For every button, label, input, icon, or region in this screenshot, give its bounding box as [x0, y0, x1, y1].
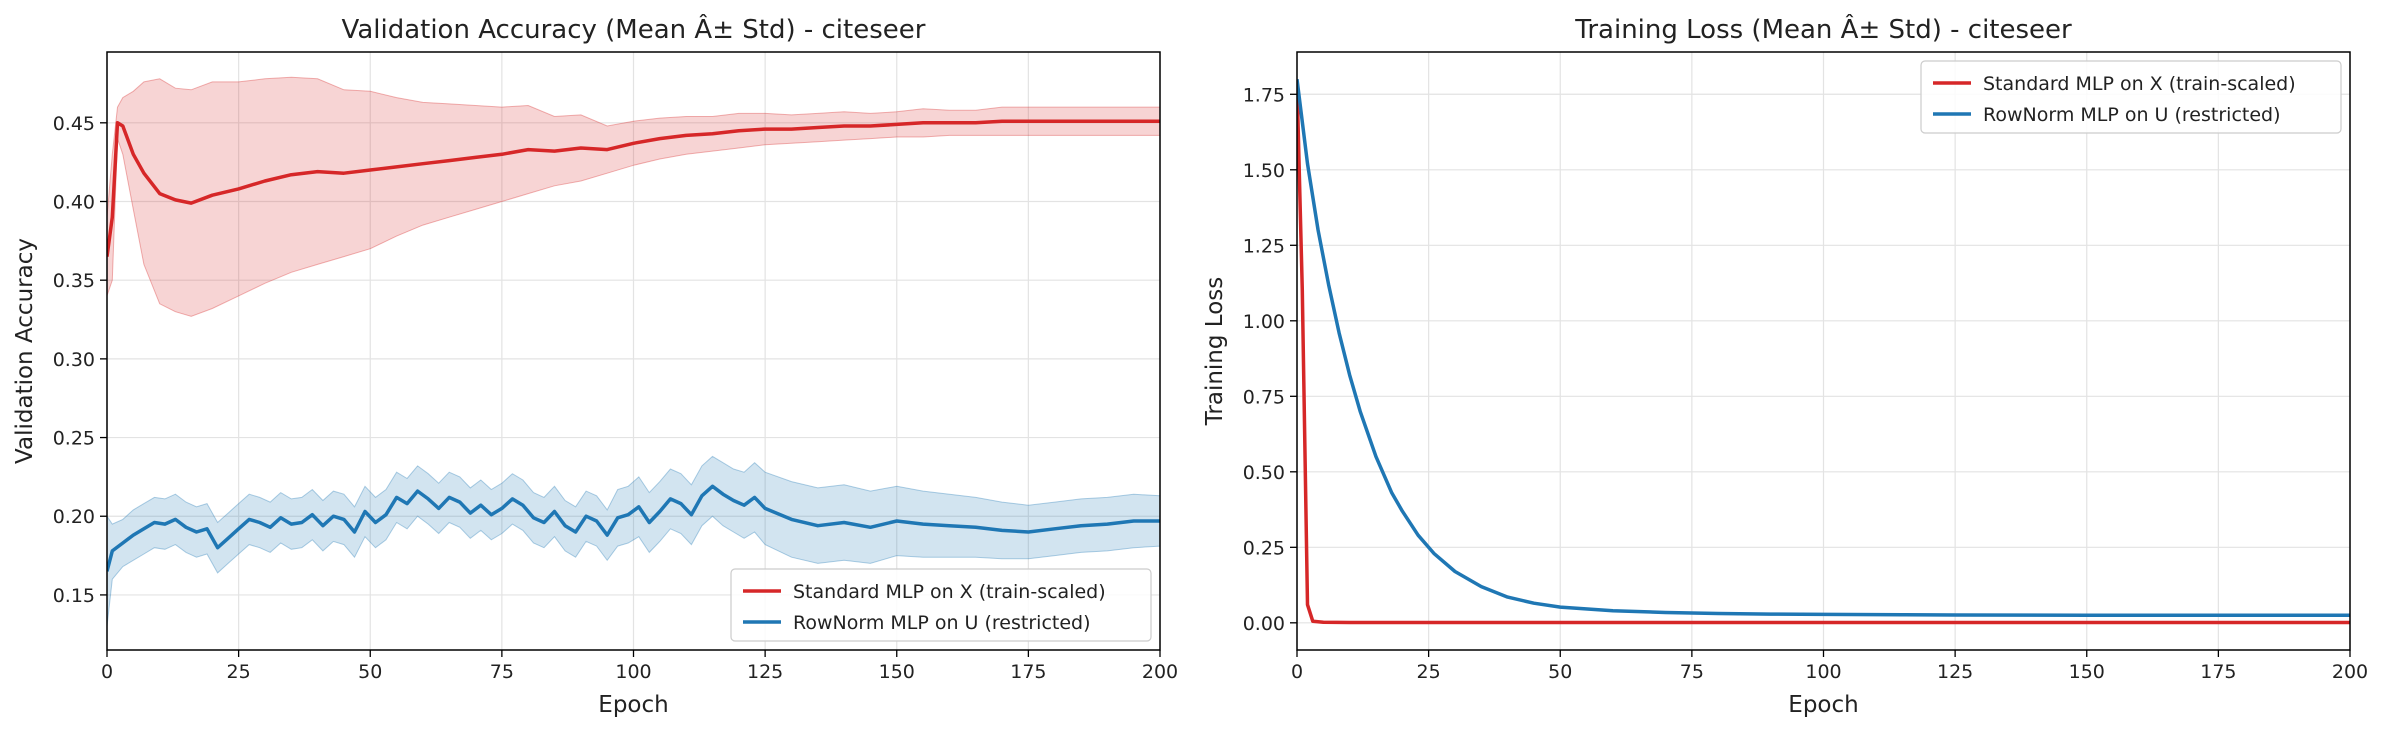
y-tick-label: 0.00 — [1243, 613, 1285, 635]
x-tick-label: 150 — [2069, 661, 2105, 683]
y-tick-label: 1.00 — [1243, 311, 1285, 333]
y-tick-label: 0.45 — [53, 113, 95, 135]
y-tick-label: 0.40 — [53, 192, 95, 214]
training-loss-chart: 0 25 50 75 100 125 150 175 200 0.00 0.25 0.50 0.75 1.… — [1202, 13, 2368, 718]
series-1-std-band — [107, 455, 1160, 627]
legend-entry-1: RowNorm MLP on U (restricted) — [793, 612, 1091, 634]
legend-entry-0: Standard MLP on X (train-scaled) — [1983, 73, 2296, 95]
y-axis-label: Validation Accuracy — [12, 238, 38, 464]
series-1-mean-line — [107, 484, 1160, 572]
y-tick-label: 0.75 — [1243, 386, 1285, 408]
x-tick-label: 50 — [358, 661, 382, 683]
x-tick-label: 0 — [101, 661, 113, 683]
series-0-mean-line — [1297, 82, 2350, 625]
x-tick-label: 100 — [1805, 661, 1841, 683]
y-tick-label: 0.30 — [53, 349, 95, 371]
x-tick-label: 150 — [879, 661, 915, 683]
y-tick-label: 0.25 — [53, 428, 95, 450]
y-tick-label: 0.35 — [53, 270, 95, 292]
series-0-std-band — [107, 76, 1160, 317]
y-tick-label: 0.50 — [1243, 462, 1285, 484]
x-tick-label: 200 — [1142, 661, 1178, 683]
chart-title: Validation Accuracy (Mean Â± Std) - cite… — [342, 13, 926, 45]
y-tick-label: 0.25 — [1243, 537, 1285, 559]
x-tick-label: 175 — [1010, 661, 1046, 683]
y-axis-label: Training Loss — [1202, 277, 1228, 427]
x-tick-label: 0 — [1291, 661, 1303, 683]
y-tick-label: 1.75 — [1243, 84, 1285, 106]
legend-entry-0: Standard MLP on X (train-scaled) — [793, 581, 1106, 603]
legend: Standard MLP on X (train-scaled) RowNorm … — [1920, 60, 2342, 134]
y-tick-label: 1.25 — [1243, 235, 1285, 257]
x-tick-label: 125 — [747, 661, 783, 683]
legend: Standard MLP on X (train-scaled) RowNorm … — [730, 568, 1152, 642]
y-tick-label: 0.15 — [53, 585, 95, 607]
x-tick-label: 200 — [2332, 661, 2368, 683]
x-tick-label: 75 — [490, 661, 514, 683]
x-tick-label: 75 — [1680, 661, 1704, 683]
x-axis-label: Epoch — [1788, 692, 1858, 718]
legend-box — [730, 568, 1152, 642]
x-tick-label: 175 — [2200, 661, 2236, 683]
chart-title: Training Loss (Mean Â± Std) - citeseer — [1574, 13, 2072, 45]
validation-accuracy-chart: 0 25 50 75 100 125 150 175 200 0.15 0.20 0.25 0.30 0.… — [12, 13, 1178, 718]
y-tick-label: 1.50 — [1243, 160, 1285, 182]
plot-area — [107, 76, 1160, 627]
legend-entry-1: RowNorm MLP on U (restricted) — [1983, 104, 2281, 126]
x-tick-label: 50 — [1548, 661, 1572, 683]
series-1-mean-line — [1297, 78, 2350, 618]
series-0-mean-line — [107, 119, 1160, 257]
x-axis-label: Epoch — [598, 692, 668, 718]
legend-box — [1920, 60, 2342, 134]
x-tick-label: 25 — [227, 661, 251, 683]
y-tick-label: 0.20 — [53, 506, 95, 528]
x-tick-label: 25 — [1417, 661, 1441, 683]
plot-area — [1297, 78, 2350, 625]
x-tick-label: 100 — [615, 661, 651, 683]
x-tick-label: 125 — [1937, 661, 1973, 683]
